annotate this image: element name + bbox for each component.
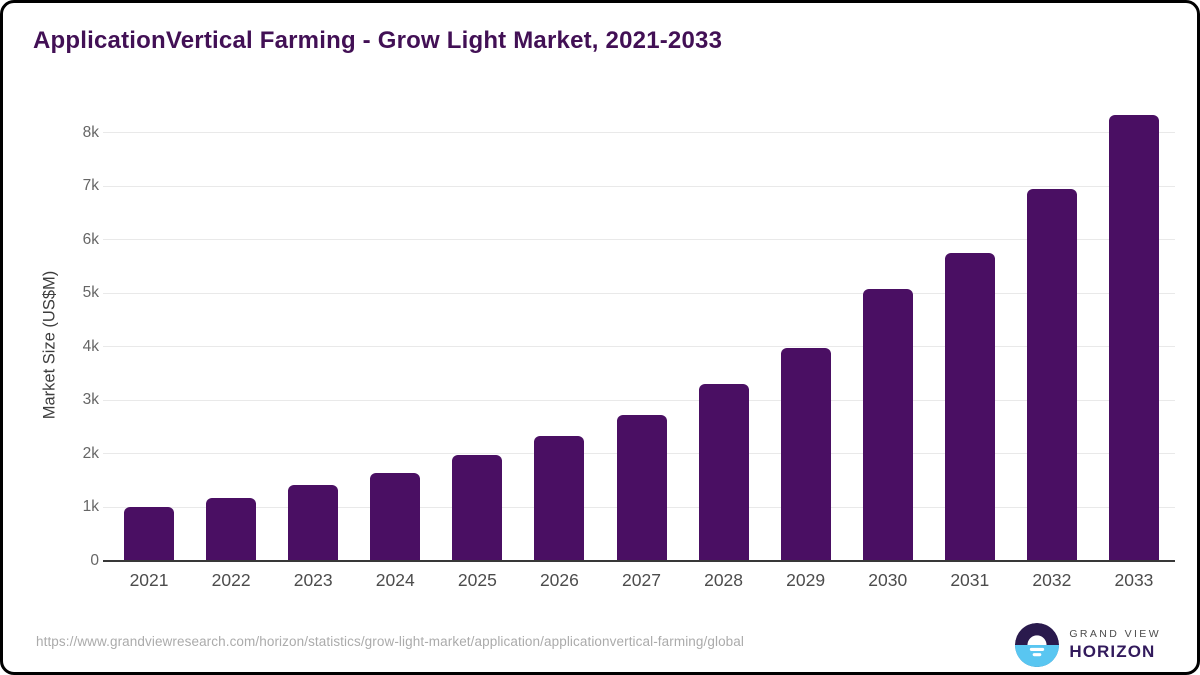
bar-2028[interactable] xyxy=(698,384,749,561)
y-tick-label-7k: 7k xyxy=(82,177,99,195)
x-tick-label-2021: 2021 xyxy=(129,570,169,590)
x-tick-label-2026: 2026 xyxy=(539,570,579,590)
bar-2031[interactable] xyxy=(944,252,995,561)
y-tick-label-4k: 4k xyxy=(82,337,99,355)
y-tick-label-0: 0 xyxy=(90,552,99,569)
x-tick-label-2032: 2032 xyxy=(1032,570,1072,590)
bar-2029[interactable] xyxy=(780,348,831,561)
bar-2027[interactable] xyxy=(616,414,667,561)
bar-2032[interactable] xyxy=(1026,189,1077,561)
bar-2026[interactable] xyxy=(534,436,585,561)
brand-name-top: GRAND VIEW xyxy=(1069,628,1161,640)
bar-2033[interactable] xyxy=(1108,114,1159,561)
gridline-4k xyxy=(103,346,1175,348)
x-tick-label-2030: 2030 xyxy=(868,570,908,590)
grand-view-horizon-logo-icon xyxy=(1015,622,1060,668)
x-tick-label-2029: 2029 xyxy=(786,570,826,590)
x-tick-label-2022: 2022 xyxy=(211,570,251,590)
gridline-7k xyxy=(103,185,1175,187)
chart-title: ApplicationVertical Farming - Grow Light… xyxy=(33,27,723,54)
y-tick-label-6k: 6k xyxy=(82,230,99,248)
bar-2023[interactable] xyxy=(288,485,339,561)
x-tick-label-2025: 2025 xyxy=(457,570,497,590)
gridline-5k xyxy=(103,292,1175,294)
y-tick-label-2k: 2k xyxy=(82,444,99,462)
y-tick-label-3k: 3k xyxy=(82,391,99,409)
bar-2030[interactable] xyxy=(862,288,913,561)
x-tick-label-2023: 2023 xyxy=(293,570,333,590)
bar-2021[interactable] xyxy=(124,506,175,561)
gridline-3k xyxy=(103,399,1175,401)
x-axis-line xyxy=(103,559,1175,562)
bar-2024[interactable] xyxy=(370,472,421,561)
x-tick-label-2033: 2033 xyxy=(1114,570,1154,590)
x-tick-label-2028: 2028 xyxy=(704,570,744,590)
x-tick-label-2024: 2024 xyxy=(375,570,415,590)
bar-2025[interactable] xyxy=(452,455,503,561)
bar-2022[interactable] xyxy=(206,497,257,561)
y-tick-label-5k: 5k xyxy=(82,284,99,302)
y-tick-label-8k: 8k xyxy=(82,123,99,141)
brand-logo: GRAND VIEW HORIZON xyxy=(1014,622,1161,668)
x-tick-label-2031: 2031 xyxy=(950,570,990,590)
source-url: https://www.grandviewresearch.com/horizo… xyxy=(36,634,744,649)
gridline-6k xyxy=(103,239,1175,241)
brand-name-bottom: HORIZON xyxy=(1069,642,1156,661)
brand-wordmark: GRAND VIEW HORIZON xyxy=(1069,628,1161,662)
gridline-8k xyxy=(103,132,1175,134)
y-tick-label-1k: 1k xyxy=(82,498,99,516)
x-tick-label-2027: 2027 xyxy=(622,570,661,590)
